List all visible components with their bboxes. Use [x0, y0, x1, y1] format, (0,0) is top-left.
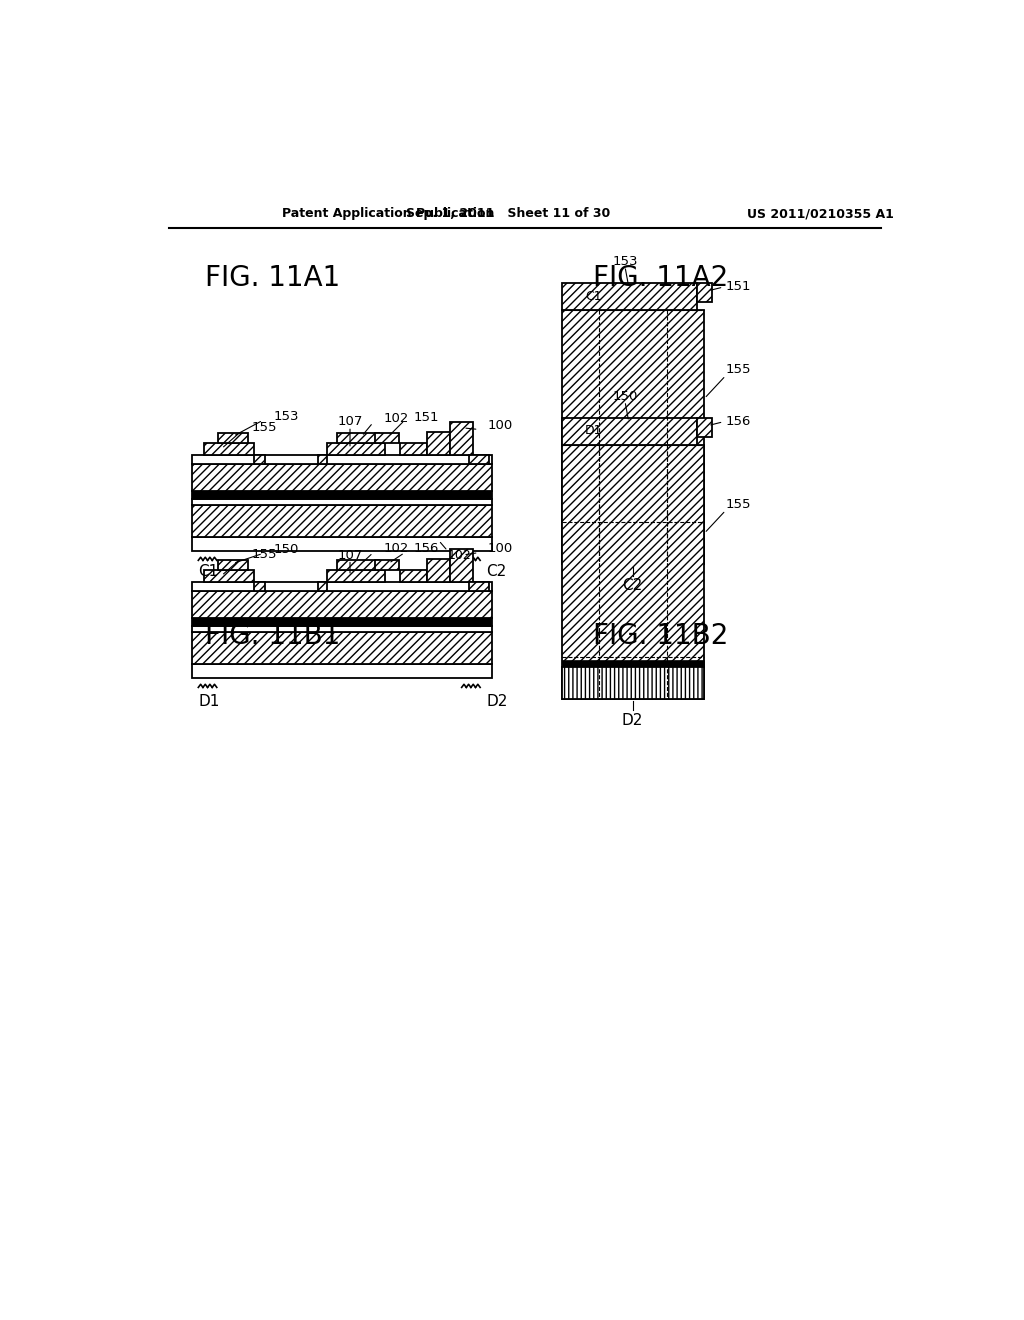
Polygon shape — [317, 582, 327, 591]
Bar — [562, 445, 705, 700]
Text: 151: 151 — [726, 280, 752, 293]
Bar — [451, 422, 473, 455]
Text: US 2011/0210355 A1: US 2011/0210355 A1 — [746, 207, 893, 220]
Text: C1: C1 — [585, 289, 601, 302]
Bar — [562, 310, 705, 564]
Bar — [327, 570, 385, 582]
Text: 155: 155 — [252, 548, 276, 561]
Bar — [193, 591, 493, 618]
Bar — [204, 442, 254, 455]
Bar — [400, 442, 427, 455]
Text: 155: 155 — [726, 498, 752, 511]
Bar — [193, 491, 493, 499]
Bar — [193, 664, 493, 678]
Bar — [451, 549, 473, 582]
Text: C2: C2 — [486, 565, 507, 579]
Text: 102: 102 — [383, 543, 409, 556]
Text: FIG. 11B1: FIG. 11B1 — [206, 622, 341, 649]
Bar — [562, 667, 705, 700]
Bar — [327, 442, 385, 455]
Text: 102: 102 — [383, 412, 409, 425]
Text: D1: D1 — [199, 694, 220, 709]
Bar — [562, 418, 696, 445]
Text: FIG. 11B2: FIG. 11B2 — [593, 622, 728, 649]
Text: 100: 100 — [487, 543, 512, 556]
Bar — [376, 433, 398, 442]
Text: 156: 156 — [414, 543, 439, 556]
Text: 107: 107 — [337, 416, 362, 428]
Text: 156: 156 — [726, 416, 752, 428]
Bar — [217, 433, 249, 442]
Text: 153: 153 — [273, 409, 299, 422]
Text: D2: D2 — [622, 713, 643, 729]
Bar — [193, 618, 493, 626]
Text: 153: 153 — [612, 255, 638, 268]
Bar — [193, 537, 493, 552]
Text: 155: 155 — [726, 363, 752, 376]
Text: 155: 155 — [252, 421, 276, 434]
Bar — [193, 626, 493, 632]
Text: 150: 150 — [612, 389, 638, 403]
Bar — [193, 499, 493, 506]
Text: C2: C2 — [623, 578, 643, 593]
Bar — [427, 432, 451, 455]
Text: Patent Application Publication: Patent Application Publication — [283, 207, 495, 220]
Bar — [376, 560, 398, 570]
Polygon shape — [317, 455, 327, 465]
Bar — [193, 455, 493, 465]
Polygon shape — [469, 582, 488, 591]
Text: 102: 102 — [447, 549, 471, 562]
Bar — [562, 660, 705, 667]
Text: FIG. 11A2: FIG. 11A2 — [593, 264, 728, 292]
Text: 107: 107 — [337, 549, 362, 562]
Text: 150: 150 — [273, 543, 299, 556]
Bar — [337, 433, 379, 442]
Bar — [204, 570, 254, 582]
Bar — [696, 418, 712, 437]
Text: D2: D2 — [486, 694, 508, 709]
Bar — [427, 558, 451, 582]
Bar — [193, 582, 493, 591]
Text: C1: C1 — [199, 565, 218, 579]
Text: FIG. 11A1: FIG. 11A1 — [206, 264, 341, 292]
Polygon shape — [469, 455, 488, 465]
Text: 151: 151 — [414, 411, 439, 424]
Bar — [696, 284, 712, 302]
Bar — [193, 504, 493, 537]
Bar — [562, 532, 705, 564]
Text: Sep. 1, 2011   Sheet 11 of 30: Sep. 1, 2011 Sheet 11 of 30 — [406, 207, 610, 220]
Polygon shape — [254, 582, 265, 591]
Text: 100: 100 — [487, 418, 512, 432]
Bar — [562, 284, 696, 310]
Bar — [400, 570, 427, 582]
Bar — [337, 560, 379, 570]
Text: D1: D1 — [585, 425, 602, 437]
Bar — [562, 525, 705, 532]
Bar — [217, 560, 249, 570]
Bar — [193, 465, 493, 491]
Polygon shape — [254, 455, 265, 465]
Bar — [193, 632, 493, 664]
